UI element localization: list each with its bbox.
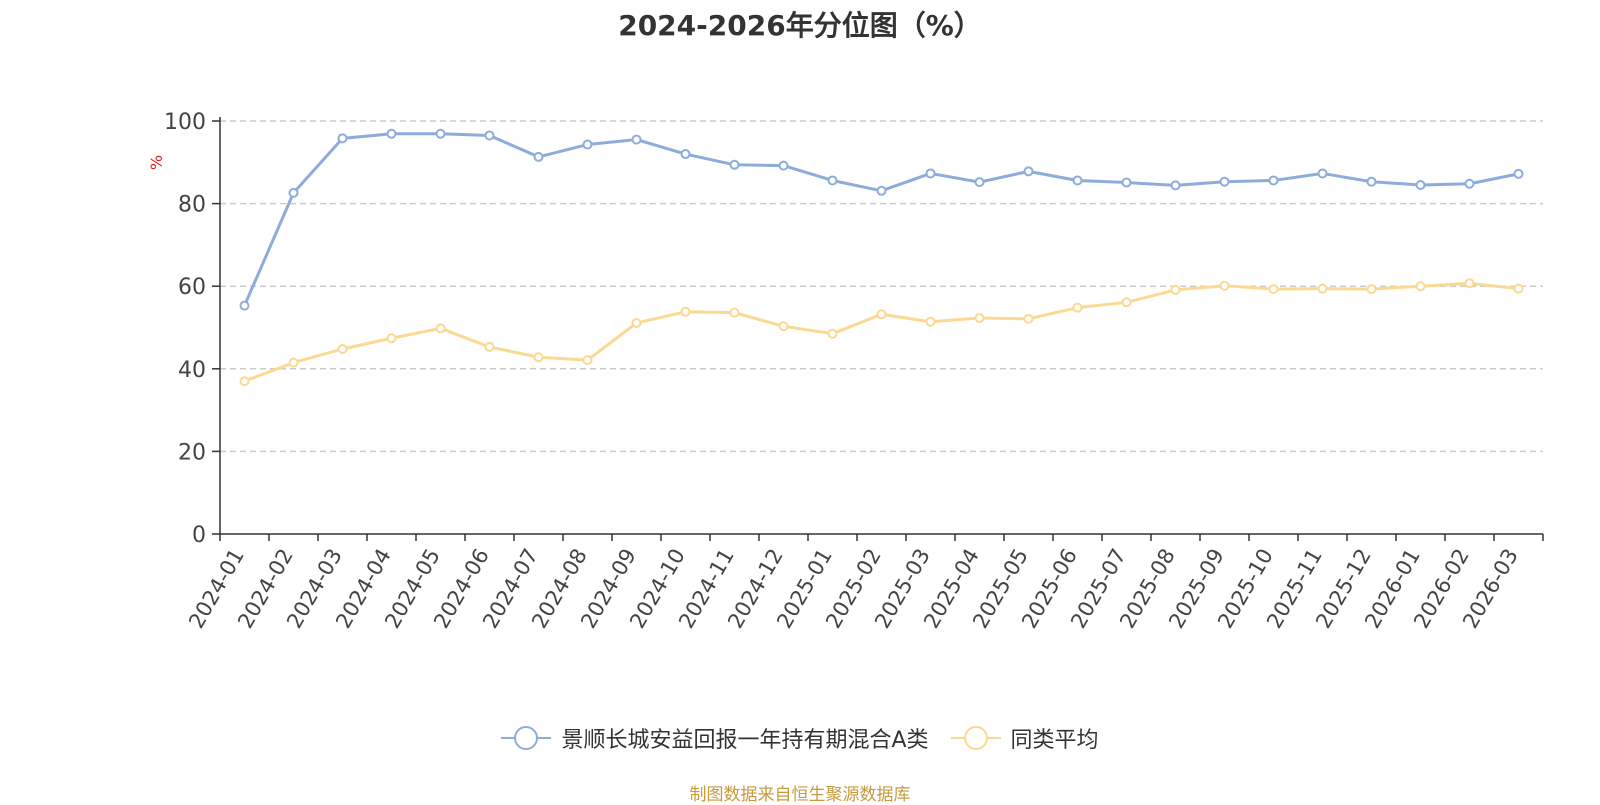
point-0-2025-02 <box>876 185 887 196</box>
source-note: 制图数据来自恒生聚源数据库 <box>689 785 911 805</box>
series-line-1 <box>243 281 1519 383</box>
point-1-2024-08 <box>582 355 593 366</box>
point-1-2025-08 <box>1170 284 1181 295</box>
point-0-2025-11 <box>1317 168 1328 179</box>
point-1-2025-10 <box>1268 284 1279 295</box>
y-tick-label-0: 0 <box>192 523 206 548</box>
point-1-2026-02 <box>1464 278 1475 289</box>
legend: 景顺长城安益回报一年持有期混合A类 同类平均 <box>0 722 1600 754</box>
point-0-2026-03 <box>1513 168 1524 179</box>
point-0-2025-03 <box>925 168 936 179</box>
point-1-2025-05 <box>1023 313 1034 324</box>
legend-item-peer-average[interactable]: 同类平均 <box>950 722 1099 754</box>
point-1-2025-01 <box>827 328 838 339</box>
y-tick-label-80: 80 <box>178 193 206 218</box>
chart-title: 2024-2026年分位图（%） <box>618 9 982 42</box>
point-1-2025-03 <box>925 316 936 327</box>
point-0-2025-12 <box>1366 176 1377 187</box>
point-1-2025-07 <box>1121 297 1132 308</box>
point-0-2025-09 <box>1219 176 1230 187</box>
point-1-2024-02 <box>288 357 299 368</box>
legend-label-peer-average: 同类平均 <box>1010 728 1099 753</box>
point-1-2025-11 <box>1317 283 1328 294</box>
point-0-2025-08 <box>1170 180 1181 191</box>
point-0-2024-09 <box>631 134 642 145</box>
y-axis-label: % <box>147 155 166 170</box>
point-1-2024-06 <box>484 341 495 352</box>
point-1-2026-01 <box>1415 281 1426 292</box>
point-0-2025-06 <box>1072 175 1083 186</box>
y-tick-label-100: 100 <box>164 110 206 135</box>
point-1-2025-02 <box>876 309 887 320</box>
point-0-2026-01 <box>1415 180 1426 191</box>
point-0-2025-10 <box>1268 175 1279 186</box>
point-0-2025-01 <box>827 175 838 186</box>
point-0-2024-08 <box>582 139 593 150</box>
point-1-2024-11 <box>729 307 740 318</box>
point-0-2024-03 <box>337 133 348 144</box>
point-0-2025-04 <box>974 177 985 188</box>
point-0-2024-04 <box>386 128 397 139</box>
y-tick-label-20: 20 <box>178 440 206 465</box>
point-0-2024-06 <box>484 130 495 141</box>
point-0-2024-11 <box>729 159 740 170</box>
point-0-2025-05 <box>1023 166 1034 177</box>
legend-label-fund: 景顺长城安益回报一年持有期混合A类 <box>561 728 929 753</box>
point-0-2024-12 <box>778 160 789 171</box>
legend-symbol-fund <box>501 726 552 750</box>
point-1-2024-07 <box>533 352 544 363</box>
point-0-2024-01 <box>239 300 250 311</box>
point-1-2026-03 <box>1513 283 1524 294</box>
point-1-2024-09 <box>631 317 642 328</box>
point-0-2024-10 <box>680 149 691 160</box>
point-1-2024-10 <box>680 306 691 317</box>
point-0-2025-07 <box>1121 177 1132 188</box>
series-line-0 <box>243 132 1519 307</box>
point-0-2024-07 <box>533 151 544 162</box>
point-1-2024-01 <box>239 376 250 387</box>
point-1-2025-04 <box>974 313 985 324</box>
y-tick-label-60: 60 <box>178 275 206 300</box>
point-1-2025-12 <box>1366 284 1377 295</box>
point-0-2026-02 <box>1464 178 1475 189</box>
point-1-2025-06 <box>1072 302 1083 313</box>
point-1-2025-09 <box>1219 280 1230 291</box>
point-0-2024-05 <box>435 128 446 139</box>
point-0-2024-02 <box>288 187 299 198</box>
point-1-2024-12 <box>778 321 789 332</box>
y-tick-label-40: 40 <box>178 358 206 383</box>
point-1-2024-03 <box>337 343 348 354</box>
point-1-2024-05 <box>435 323 446 334</box>
point-1-2024-04 <box>386 333 397 344</box>
legend-symbol-peer-average <box>950 726 1001 750</box>
legend-item-fund[interactable]: 景顺长城安益回报一年持有期混合A类 <box>501 722 929 754</box>
